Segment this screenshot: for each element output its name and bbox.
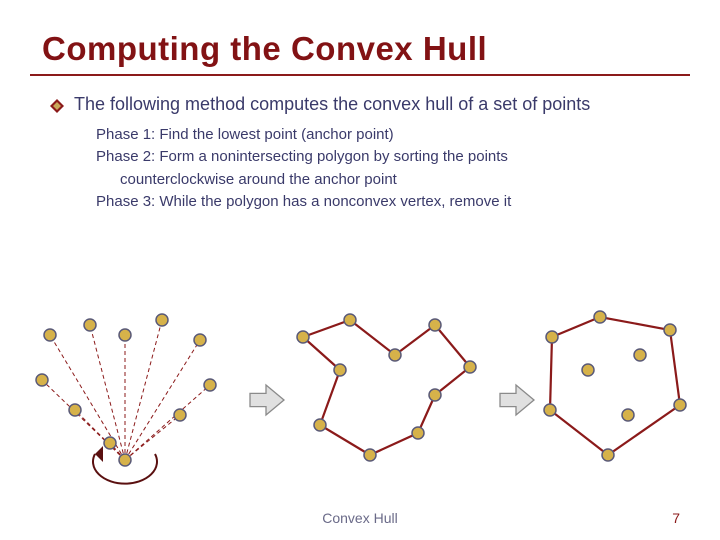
point [594,311,606,323]
arrow-icon [250,385,284,415]
point [84,319,96,331]
inner-point [622,409,634,421]
arrow-icon [500,385,534,415]
convex-hull-diagram [20,295,700,485]
point [546,331,558,343]
page-number: 7 [672,510,680,526]
phase-line: Phase 1: Find the lowest point (anchor p… [96,125,660,145]
point [544,404,556,416]
phase-line: Phase 3: While the polygon has a nonconv… [96,192,660,212]
point [297,331,309,343]
point [464,361,476,373]
main-bullet: The following method computes the convex… [0,94,720,115]
phase-line: Phase 2: Form a nonintersecting polygon … [96,147,660,167]
point [344,314,356,326]
phase-line: counterclockwise around the anchor point [96,170,660,190]
footer-label: Convex Hull [0,510,720,526]
point [314,419,326,431]
anchor-point [119,454,131,466]
inner-point [634,349,646,361]
inner-point [582,364,594,376]
point [334,364,346,376]
point [429,389,441,401]
phase-list: Phase 1: Find the lowest point (anchor p… [0,125,720,212]
point [69,404,81,416]
point [412,427,424,439]
point [389,349,401,361]
anchor-point [602,449,614,461]
point [429,319,441,331]
point [674,399,686,411]
anchor-point [364,449,376,461]
diagram-row [20,295,700,485]
point [44,329,56,341]
diamond-bullet-icon [50,99,64,113]
point [204,379,216,391]
point [664,324,676,336]
point [194,334,206,346]
point [174,409,186,421]
title-underline [30,74,690,76]
slide-title: Computing the Convex Hull [0,0,720,74]
point [119,329,131,341]
bullet-text: The following method computes the convex… [74,94,590,115]
point [36,374,48,386]
point [156,314,168,326]
point [104,437,116,449]
